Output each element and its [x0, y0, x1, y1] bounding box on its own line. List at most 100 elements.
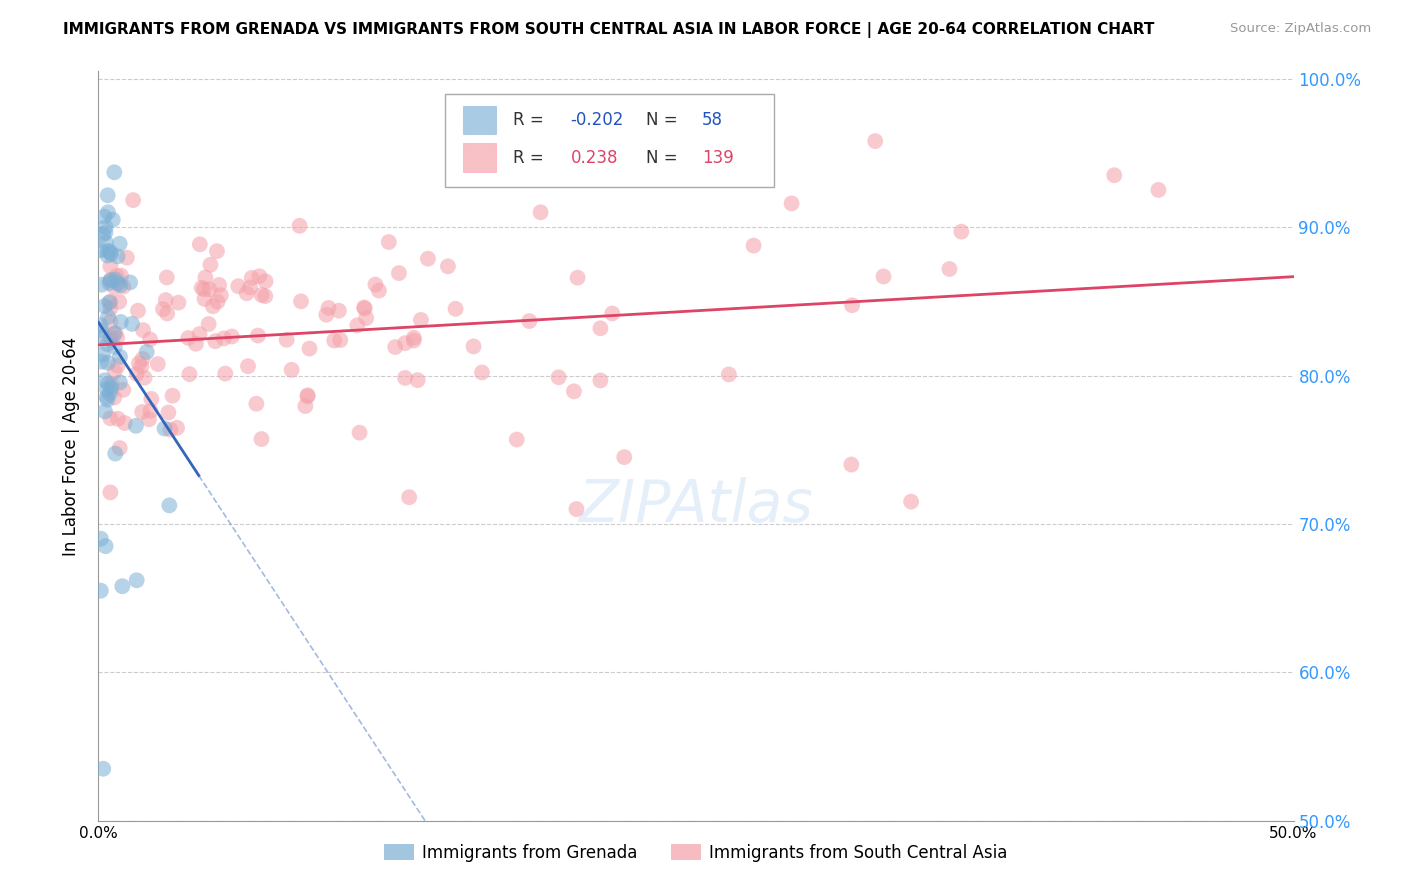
Point [96, 383, 118, 397]
Point [208, 277, 231, 292]
Text: R =: R = [513, 149, 554, 167]
Point [90, 583, 112, 598]
Point [394, 336, 416, 351]
Point [250, 432, 273, 446]
Point [125, 574, 148, 588]
Point [209, 288, 232, 302]
Point [96, 337, 118, 351]
Point [131, 359, 153, 374]
Point [201, 299, 224, 313]
Point [530, 205, 553, 219]
Point [146, 357, 169, 371]
Point [103, 391, 125, 405]
Point [247, 269, 270, 284]
Point [108, 376, 131, 390]
Point [589, 374, 612, 388]
Point [294, 399, 316, 413]
Text: 0.238: 0.238 [571, 149, 619, 167]
Point [90, 277, 112, 292]
Point [188, 327, 211, 342]
Point [517, 314, 540, 328]
Point [125, 418, 148, 433]
Point [100, 381, 122, 395]
Point [131, 351, 153, 366]
FancyBboxPatch shape [463, 106, 496, 135]
FancyBboxPatch shape [463, 144, 496, 172]
Point [139, 404, 162, 418]
Point [98, 386, 121, 401]
Point [94, 373, 117, 387]
Point [1104, 168, 1126, 182]
Point [167, 295, 190, 310]
Point [346, 318, 368, 333]
Point [437, 260, 460, 274]
Point [132, 323, 155, 337]
Point [98, 259, 122, 273]
Point [190, 281, 212, 295]
Point [91, 762, 114, 776]
Point [900, 494, 922, 508]
Point [1147, 183, 1170, 197]
Point [100, 377, 122, 392]
Text: N =: N = [645, 112, 683, 129]
Point [388, 266, 411, 280]
Legend: Immigrants from Grenada, Immigrants from South Central Asia: Immigrants from Grenada, Immigrants from… [377, 838, 1015, 869]
Point [254, 274, 277, 288]
Point [108, 294, 131, 309]
Point [100, 247, 122, 261]
Point [97, 356, 120, 370]
Point [120, 276, 142, 290]
Point [94, 226, 117, 240]
Point [200, 258, 222, 272]
Point [323, 334, 346, 348]
Point [98, 294, 122, 309]
Point [240, 271, 263, 285]
Point [364, 277, 387, 292]
Point [353, 301, 375, 316]
Point [98, 330, 122, 344]
Point [98, 244, 121, 259]
Point [193, 282, 215, 296]
Text: -0.202: -0.202 [571, 112, 624, 129]
Point [156, 306, 179, 320]
Point [121, 317, 143, 331]
Point [115, 251, 138, 265]
Point [98, 273, 122, 287]
Point [93, 210, 115, 224]
Point [780, 196, 803, 211]
Point [394, 371, 416, 385]
Point [212, 331, 235, 345]
Point [318, 301, 340, 315]
Point [101, 212, 124, 227]
Point [128, 356, 150, 370]
Point [94, 220, 117, 235]
Point [226, 279, 249, 293]
Point [938, 262, 960, 277]
Point [600, 306, 623, 320]
Point [717, 368, 740, 382]
Point [288, 219, 311, 233]
Point [90, 244, 112, 258]
Point [94, 235, 117, 250]
Point [353, 301, 375, 315]
Point [184, 336, 207, 351]
Point [107, 411, 129, 425]
Point [114, 416, 136, 430]
Point [96, 392, 118, 407]
Point [108, 350, 131, 364]
Point [91, 227, 114, 242]
Point [207, 294, 229, 309]
Point [103, 280, 125, 294]
Point [97, 244, 120, 258]
Point [398, 490, 420, 504]
Point [90, 354, 112, 368]
Point [105, 268, 128, 283]
Point [463, 339, 485, 353]
Text: R =: R = [513, 112, 550, 129]
Point [402, 331, 425, 345]
Point [177, 331, 200, 345]
Point [112, 383, 135, 397]
Point [235, 286, 257, 301]
Point [444, 301, 467, 316]
Point [841, 458, 863, 472]
